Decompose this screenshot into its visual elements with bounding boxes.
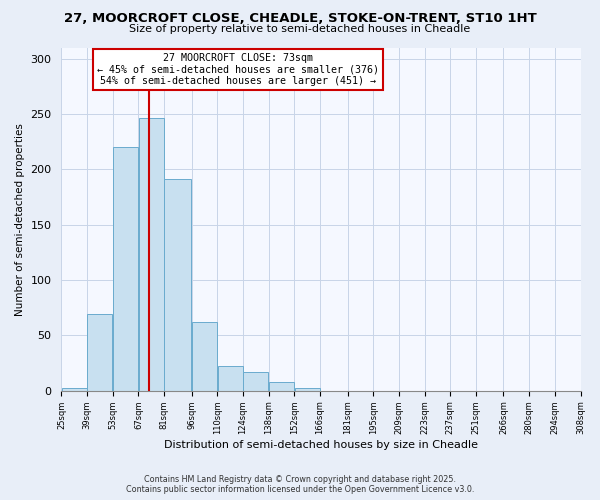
Text: Size of property relative to semi-detached houses in Cheadle: Size of property relative to semi-detach… xyxy=(130,24,470,34)
Text: Contains HM Land Registry data © Crown copyright and database right 2025.
Contai: Contains HM Land Registry data © Crown c… xyxy=(126,474,474,494)
Y-axis label: Number of semi-detached properties: Number of semi-detached properties xyxy=(15,122,25,316)
Text: 27, MOORCROFT CLOSE, CHEADLE, STOKE-ON-TRENT, ST10 1HT: 27, MOORCROFT CLOSE, CHEADLE, STOKE-ON-T… xyxy=(64,12,536,26)
Bar xyxy=(269,382,294,391)
Bar xyxy=(218,366,243,391)
Bar xyxy=(88,314,112,391)
Bar xyxy=(113,147,138,391)
Bar xyxy=(139,118,164,391)
Bar xyxy=(243,372,268,391)
X-axis label: Distribution of semi-detached houses by size in Cheadle: Distribution of semi-detached houses by … xyxy=(164,440,478,450)
Bar xyxy=(192,322,217,391)
Bar xyxy=(62,388,87,391)
Text: 27 MOORCROFT CLOSE: 73sqm
← 45% of semi-detached houses are smaller (376)
54% of: 27 MOORCROFT CLOSE: 73sqm ← 45% of semi-… xyxy=(97,52,379,86)
Bar xyxy=(295,388,320,391)
Bar xyxy=(164,180,191,391)
